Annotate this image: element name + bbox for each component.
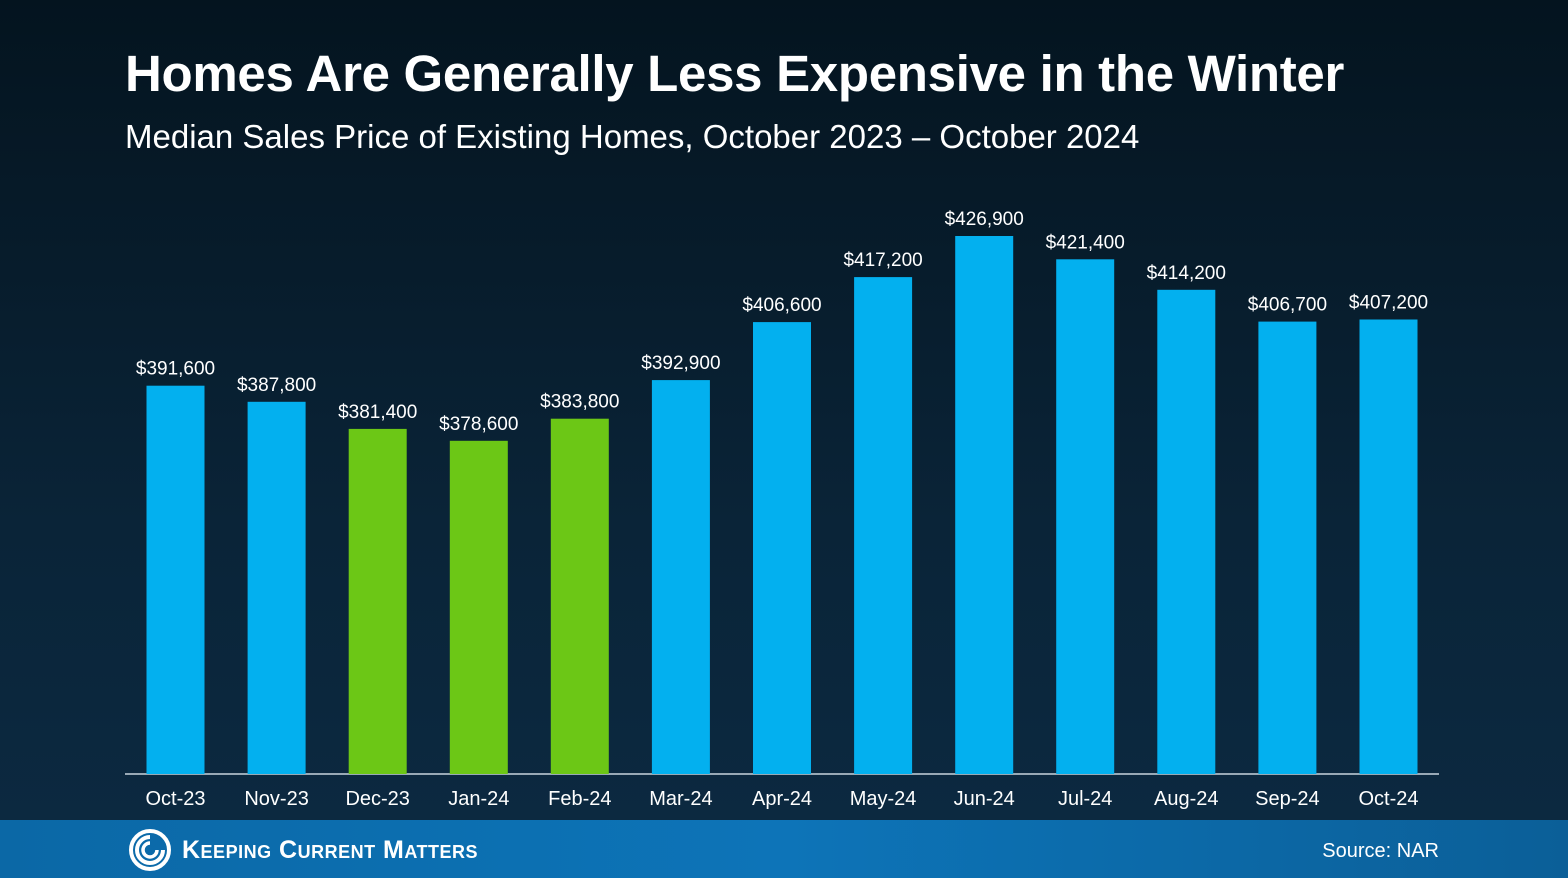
bar-dec-23 bbox=[348, 428, 407, 774]
data-label-jun-24: $426,900 bbox=[945, 209, 1024, 230]
bar-feb-24 bbox=[550, 418, 609, 774]
brand-logo: Keeping Current Matters bbox=[128, 828, 478, 872]
x-tick-label-sep-24: Sep-24 bbox=[1255, 788, 1320, 810]
data-label-oct-23: $391,600 bbox=[136, 359, 215, 380]
bar-may-24 bbox=[854, 277, 913, 774]
x-tick-label-jan-24: Jan-24 bbox=[448, 788, 509, 810]
data-label-jul-24: $421,400 bbox=[1046, 232, 1125, 253]
bar-aug-24 bbox=[1157, 289, 1216, 774]
data-label-mar-24: $392,900 bbox=[641, 353, 720, 374]
bar-sep-24 bbox=[1258, 321, 1317, 774]
data-label-jan-24: $378,600 bbox=[439, 414, 518, 435]
data-label-may-24: $417,200 bbox=[843, 250, 922, 271]
x-tick-label-feb-24: Feb-24 bbox=[548, 788, 611, 810]
x-tick-label-oct-24: Oct-24 bbox=[1358, 788, 1418, 810]
data-label-oct-24: $407,200 bbox=[1349, 293, 1428, 314]
data-label-dec-23: $381,400 bbox=[338, 402, 417, 423]
footer-bar: Keeping Current Matters Source: NAR bbox=[0, 820, 1568, 878]
x-tick-label-jun-24: Jun-24 bbox=[954, 788, 1015, 810]
bar-mar-24 bbox=[651, 380, 710, 774]
x-tick-label-mar-24: Mar-24 bbox=[649, 788, 712, 810]
x-tick-label-dec-23: Dec-23 bbox=[345, 788, 409, 810]
kcm-logo-icon bbox=[129, 829, 171, 871]
x-tick-label-may-24: May-24 bbox=[850, 788, 917, 810]
chart-title: Homes Are Generally Less Expensive in th… bbox=[125, 45, 1345, 102]
data-label-apr-24: $406,600 bbox=[742, 295, 821, 316]
bar-jan-24 bbox=[449, 440, 508, 774]
x-tick-label-apr-24: Apr-24 bbox=[752, 788, 812, 810]
source-note: Source: NAR bbox=[1322, 840, 1439, 862]
bar-oct-23 bbox=[146, 385, 205, 774]
bar-jun-24 bbox=[955, 236, 1014, 774]
x-tick-label-oct-23: Oct-23 bbox=[145, 788, 205, 810]
data-label-feb-24: $383,800 bbox=[540, 392, 619, 413]
data-label-nov-23: $387,800 bbox=[237, 375, 316, 396]
data-label-sep-24: $406,700 bbox=[1248, 295, 1327, 316]
data-label-aug-24: $414,200 bbox=[1147, 263, 1226, 284]
x-tick-label-nov-23: Nov-23 bbox=[244, 788, 308, 810]
brand-name: Keeping Current Matters bbox=[182, 835, 479, 864]
chart-subtitle: Median Sales Price of Existing Homes, Oc… bbox=[125, 118, 1140, 155]
x-tick-label-jul-24: Jul-24 bbox=[1058, 788, 1112, 810]
bar-apr-24 bbox=[753, 322, 811, 774]
x-tick-label-aug-24: Aug-24 bbox=[1154, 788, 1219, 810]
bar-chart: $391,600 Oct-23 $387,800 Nov-23 $381,400 Dec-… bbox=[125, 209, 1439, 810]
bar-oct-24 bbox=[1359, 319, 1418, 774]
bar-jul-24 bbox=[1056, 259, 1115, 774]
bar-nov-23 bbox=[247, 401, 306, 774]
